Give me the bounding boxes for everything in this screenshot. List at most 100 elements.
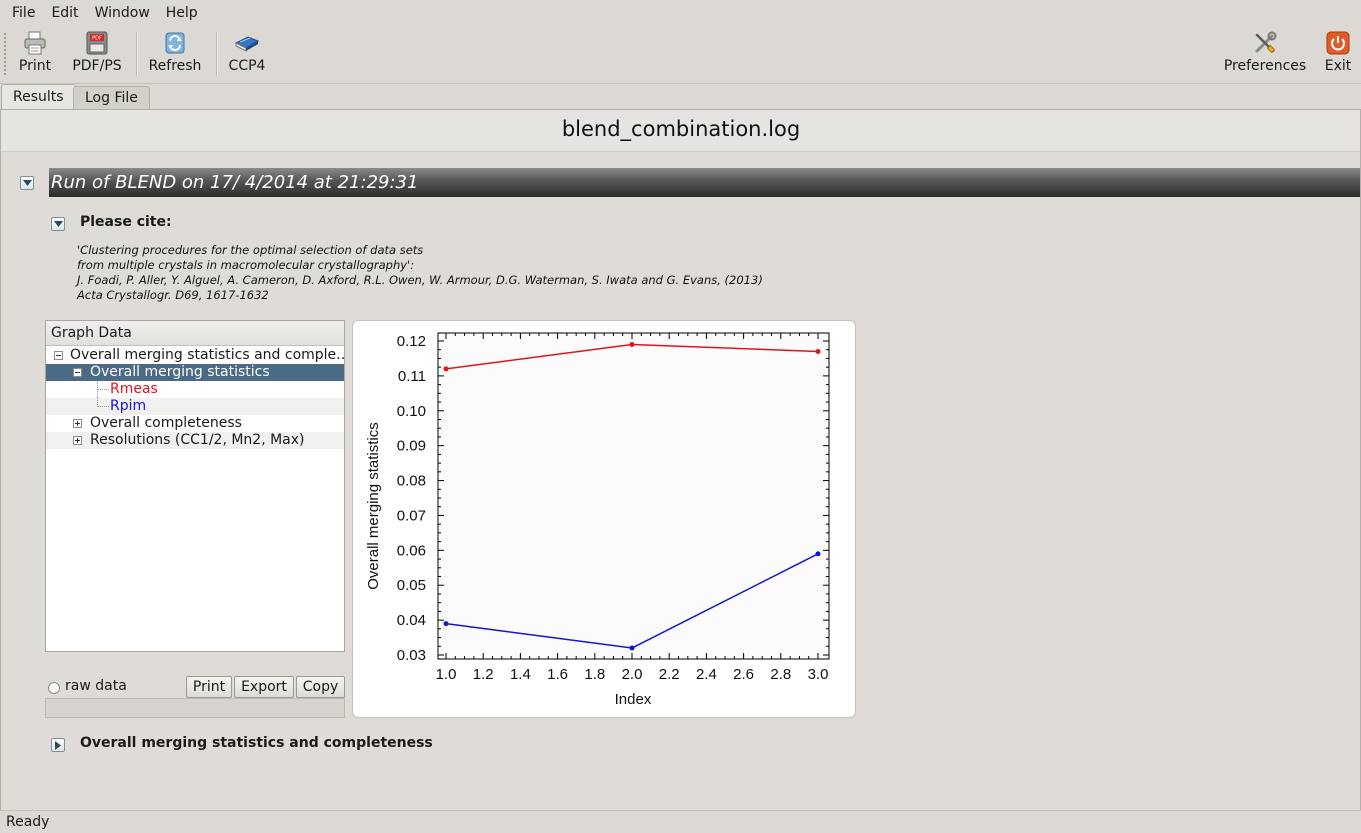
refresh-button[interactable]: Refresh bbox=[146, 28, 204, 80]
tree-item-rmeas[interactable]: Rmeas bbox=[46, 381, 344, 398]
status-bar: Ready bbox=[0, 810, 1361, 833]
triangle-down-icon bbox=[54, 221, 63, 227]
menu-window[interactable]: Window bbox=[87, 0, 158, 26]
svg-text:PDF: PDF bbox=[92, 36, 102, 42]
y-tick-label: 0.07 bbox=[397, 507, 426, 524]
collapse-icon[interactable] bbox=[54, 351, 63, 360]
tree-item-rpim[interactable]: Rpim bbox=[46, 398, 344, 415]
tree-item-overall-merging[interactable]: Overall merging statistics bbox=[46, 364, 344, 381]
data-point-rpim bbox=[629, 645, 635, 651]
citation-line: from multiple crystals in macromolecular… bbox=[77, 258, 415, 272]
y-tick-label: 0.08 bbox=[397, 473, 426, 490]
menu-window-label: Window bbox=[94, 5, 150, 21]
ccp4-button-label: CCP4 bbox=[228, 58, 266, 74]
pdf-ps-button[interactable]: PDF PDF/PS bbox=[68, 28, 126, 80]
y-tick-label: 0.04 bbox=[397, 612, 426, 629]
tree-branch-line bbox=[97, 389, 109, 390]
y-tick-label: 0.09 bbox=[397, 438, 426, 455]
cite-heading: Please cite: bbox=[80, 214, 172, 230]
toolbar-separator bbox=[216, 32, 217, 76]
raw-data-label: raw data bbox=[65, 678, 127, 694]
x-tick-label: 1.6 bbox=[547, 666, 568, 683]
power-icon bbox=[1326, 31, 1350, 55]
tree-item-completeness-label: Overall completeness bbox=[90, 415, 242, 431]
chart-panel: 1.0 1.2 1.4 1.6 1.8 2.0 2.2 2.4 2.6 2.8 3.0 0.03 0.0… bbox=[352, 320, 856, 718]
x-tick-label: 2.2 bbox=[659, 666, 680, 683]
ccp4-button[interactable]: CCP4 bbox=[226, 28, 268, 80]
cite-section-toggle[interactable] bbox=[51, 217, 65, 231]
expand-icon[interactable] bbox=[73, 436, 82, 445]
tab-results-label: Results bbox=[13, 89, 64, 105]
plot-border bbox=[437, 332, 830, 660]
x-tick-label: 2.6 bbox=[733, 666, 754, 683]
triangle-right-icon bbox=[55, 741, 61, 750]
tree-item-resolutions-label: Resolutions (CC1/2, Mn2, Max) bbox=[90, 432, 305, 448]
collapse-icon[interactable] bbox=[73, 368, 82, 377]
graph-data-tree: Graph Data Overall merging statistics an… bbox=[45, 320, 345, 652]
page-title: blend_combination.log bbox=[1, 110, 1361, 152]
book-icon bbox=[234, 36, 260, 52]
menu-help[interactable]: Help bbox=[158, 0, 206, 26]
y-axis-label: Overall merging statistics bbox=[365, 422, 382, 590]
menu-file[interactable]: File bbox=[4, 0, 43, 26]
y-tick-label: 0.05 bbox=[397, 577, 426, 594]
tree-item-rpim-label: Rpim bbox=[110, 398, 147, 414]
x-tick-label: 3.0 bbox=[808, 666, 829, 683]
toolbar-grip[interactable] bbox=[3, 32, 7, 76]
expand-icon[interactable] bbox=[73, 419, 82, 428]
tree-item-overall-merging-label: Overall merging statistics bbox=[90, 364, 270, 380]
data-point-rpim bbox=[815, 551, 821, 557]
y-tick-label: 0.10 bbox=[397, 403, 426, 420]
x-axis-label: Index bbox=[615, 691, 652, 708]
y-tick-label: 0.06 bbox=[397, 542, 426, 559]
graph-print-button[interactable]: Print bbox=[186, 676, 232, 698]
citation-line: 'Clustering procedures for the optimal s… bbox=[77, 243, 424, 257]
tab-results[interactable]: Results bbox=[1, 84, 76, 110]
print-button[interactable]: Print bbox=[13, 28, 57, 80]
refresh-button-label: Refresh bbox=[148, 58, 202, 74]
graph-copy-button[interactable]: Copy bbox=[296, 676, 345, 698]
run-section-header: Run of BLEND on 17/ 4/2014 at 21:29:31 bbox=[49, 168, 1361, 197]
run-section-toggle[interactable] bbox=[20, 176, 34, 190]
tree-item-completeness[interactable]: Overall completeness bbox=[46, 415, 344, 432]
menu-help-label: Help bbox=[165, 5, 198, 21]
tree-item-root-label: Overall merging statistics and comple… bbox=[70, 347, 344, 363]
preferences-button[interactable]: Preferences bbox=[1222, 28, 1308, 80]
data-point-rmeas bbox=[443, 366, 449, 372]
x-tick-label: 1.0 bbox=[436, 666, 457, 683]
tree-branch-line bbox=[97, 398, 98, 407]
plot-area bbox=[438, 333, 829, 659]
menu-file-label: File bbox=[12, 5, 36, 21]
triangle-down-icon bbox=[23, 180, 32, 186]
data-point-rpim bbox=[443, 621, 449, 627]
y-tick-label: 0.11 bbox=[398, 368, 426, 385]
raw-data-radio[interactable] bbox=[48, 682, 60, 694]
tree-branch-line bbox=[97, 406, 109, 407]
tree-item-root[interactable]: Overall merging statistics and comple… bbox=[46, 347, 344, 364]
menu-edit[interactable]: Edit bbox=[43, 0, 86, 26]
pdf-file-icon: PDF bbox=[86, 31, 108, 55]
tree-item-resolutions[interactable]: Resolutions (CC1/2, Mn2, Max) bbox=[46, 432, 344, 449]
refresh-icon bbox=[165, 32, 185, 54]
x-tick-label: 1.2 bbox=[473, 666, 494, 683]
bottom-section-toggle[interactable] bbox=[51, 738, 65, 752]
x-tick-label: 2.0 bbox=[622, 666, 643, 683]
x-tick-label: 2.4 bbox=[696, 666, 717, 683]
exit-button[interactable]: Exit bbox=[1322, 28, 1354, 80]
pdf-ps-button-label: PDF/PS bbox=[72, 58, 122, 74]
graph-export-button[interactable]: Export bbox=[234, 676, 294, 698]
print-button-label: Print bbox=[18, 58, 52, 74]
data-point-rmeas bbox=[815, 348, 821, 354]
y-tick-label: 0.12 bbox=[397, 333, 426, 350]
x-tick-label: 1.8 bbox=[584, 666, 605, 683]
bottom-section-heading: Overall merging statistics and completen… bbox=[80, 735, 433, 751]
merging-stats-chart[interactable]: 1.0 1.2 1.4 1.6 1.8 2.0 2.2 2.4 2.6 2.8 3.0 0.03 0.0… bbox=[353, 321, 857, 719]
tree-item-rmeas-label: Rmeas bbox=[110, 381, 158, 397]
menu-edit-label: Edit bbox=[51, 5, 79, 21]
results-content: blend_combination.log Run of BLEND on 17… bbox=[0, 109, 1361, 810]
tab-log-file[interactable]: Log File bbox=[73, 86, 150, 110]
toolbar: Print PDF PDF/PS Refresh CCP4 bbox=[0, 26, 1361, 84]
x-tick-label: 2.8 bbox=[770, 666, 791, 683]
graph-status-field bbox=[45, 698, 345, 718]
data-point-rmeas bbox=[629, 341, 635, 347]
